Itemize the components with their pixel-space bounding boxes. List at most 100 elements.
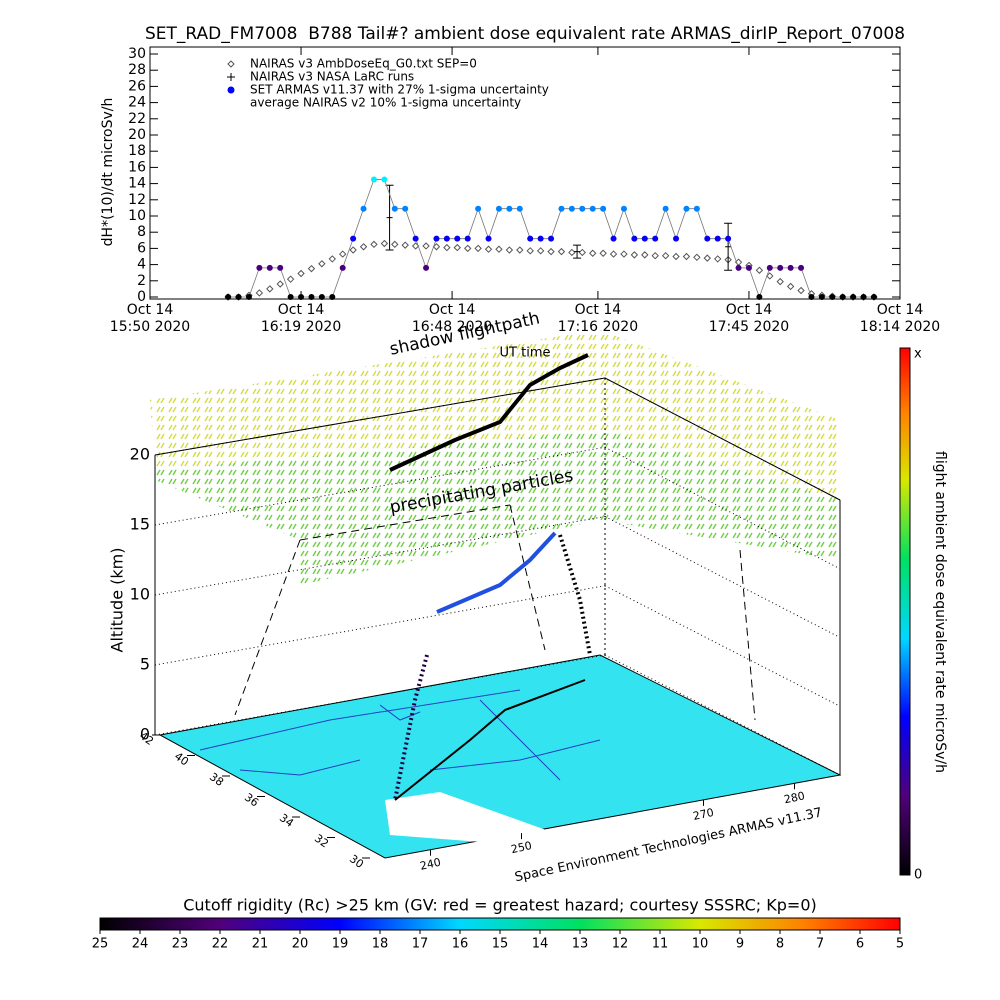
armas-point [745,264,752,271]
colorbar-tick-label: 16 [452,937,469,952]
diamond-marker [630,251,639,259]
map-contours [199,689,601,781]
diamond-marker [786,282,795,291]
diamond-marker [797,286,805,295]
diamond-marker [307,264,316,273]
projection-lines [234,504,756,721]
diamond-marker [453,243,461,252]
armas-point [850,294,857,300]
colorbar-tick-label: 23 [172,937,189,952]
flightpath [436,531,557,614]
z-axis-label: Altitude (km) [108,548,127,653]
y-tick-label: 24 [128,95,146,111]
armas-point [454,235,461,242]
armas-point [298,294,305,300]
armas-point [766,264,773,271]
armas-point [839,294,846,300]
diamond-marker [422,242,430,250]
shadow-flightpath [389,353,589,472]
diamond-marker [755,266,764,274]
armas-point [537,235,544,242]
colorbar-tick-label: 6 [856,937,864,952]
armas-point [516,205,523,212]
y-tick-label: 30 [128,46,146,62]
legend-symbol [227,86,235,94]
diamond-marker [547,247,555,256]
legend-label: SET ARMAS v11.37 with 27% 1-sigma uncert… [250,83,549,97]
legend-label: NAIRAS v3 NASA LaRC runs [250,70,414,84]
lon-tick-label: 250 [510,839,533,856]
armas-point [277,264,284,271]
series [385,184,733,271]
colorbar-tick-label: 11 [652,937,669,952]
diamond-marker [609,250,618,258]
scene-3d [99,330,911,931]
y-tick-label: 8 [137,224,146,240]
armas-point [777,264,784,271]
diamond-marker [568,248,576,257]
x-tick-label: Oct 14 16:48 2020 [411,302,493,335]
diamond-marker [495,245,503,253]
colorbar-tick-label: 24 [132,937,149,952]
armas-point [235,294,242,300]
armas-point [589,205,596,212]
colorbar-label: flight ambient dose equivalent rate micr… [932,451,948,773]
diamond-marker [536,247,545,255]
y-tick-label: 28 [128,62,146,78]
diamond-marker [766,272,774,280]
armas-point [641,235,648,242]
lat-tick-label: 32 [312,832,331,851]
armas-point [433,235,440,242]
armas-point [287,294,294,300]
colorbar-tick-label: 21 [252,937,269,952]
ascent [393,654,429,801]
diamond-marker [401,241,409,249]
grid-line [154,377,606,456]
diamond-marker [672,252,680,261]
diamond-marker [255,289,264,297]
colorbar-tick-label: 15 [492,937,509,952]
x-tick-label: Oct 14 17:45 2020 [708,302,790,335]
y-axis-label: dH*(10)/dt microSv/h [100,98,116,247]
chart-title: SET_RAD_FM7008 B788 Tail#? ambient dose … [145,24,905,44]
colorbar-tick-label: 12 [612,937,629,952]
armas-point [527,235,534,242]
diamond-marker [682,252,691,261]
armas-point [818,294,825,300]
plot-frame [149,46,901,300]
z-tick-label: 0 [140,725,150,744]
y-tick-label: 26 [128,78,146,94]
error-bar [573,244,582,259]
y-tick-label: 2 [137,273,146,289]
colorbar-tick-label: 17 [412,937,429,952]
error-bar [724,222,733,271]
legend-note: average NAIRAS v2 10% 1-sigma uncertaint… [250,96,521,110]
diamond-marker [359,243,368,251]
diamond-marker [464,244,472,253]
map-land [385,792,560,845]
grid-line [154,446,606,526]
diamond-marker [297,269,305,278]
armas-point [600,205,607,212]
colorbar-tick-label: 25 [92,937,109,952]
error-bar [385,184,394,251]
ground-track [394,679,586,801]
diamond-marker [443,243,451,252]
x-axis-label: UT time [500,346,551,361]
armas-point [308,294,315,300]
y-tick-label: 4 [137,257,146,273]
diamond-marker [286,275,295,283]
colorbar-bottom-label: 0 [914,868,922,883]
diamond-marker [276,280,284,288]
grid-line [604,446,841,570]
armas-point [870,294,877,300]
lat-tick-label: 40 [172,750,191,769]
armas-point [350,235,357,242]
colorbar-tick-label: 8 [776,937,784,952]
y-tick-label: 14 [128,176,146,192]
diamond-marker [505,246,514,254]
diamond-marker [776,277,784,286]
y-tick-label: 22 [128,111,146,127]
armas-point [475,205,482,212]
